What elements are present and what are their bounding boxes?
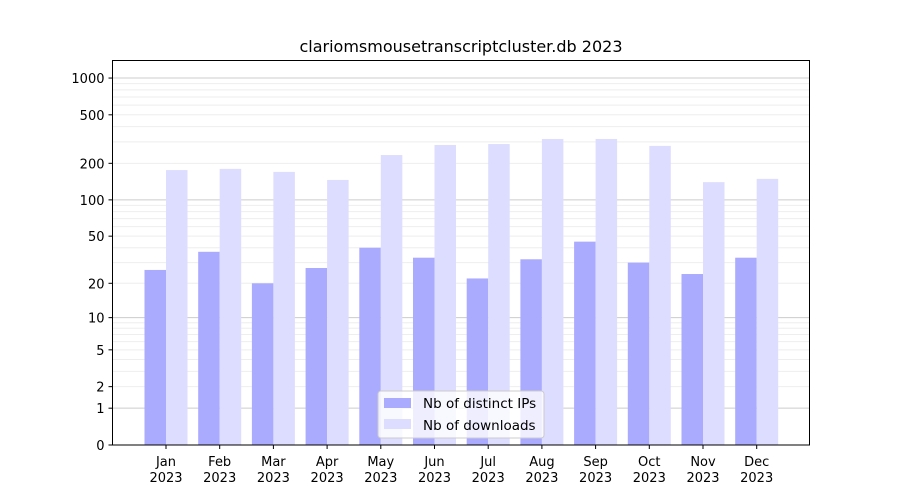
y-axis: 0 1 2 5 10 20 50 100 200 500 1000 xyxy=(71,72,113,454)
bar-downloads xyxy=(327,179,349,446)
bar-distinct-ips xyxy=(359,247,381,445)
x-tick-label: Mar 2023 xyxy=(257,455,290,486)
y-tick-label: 0 xyxy=(96,439,104,454)
bar-distinct-ips xyxy=(574,241,596,445)
x-tick-label: Aug 2023 xyxy=(525,455,558,486)
bar-downloads xyxy=(595,138,618,445)
y-tick-label: 50 xyxy=(88,230,105,245)
x-tick-label: Nov 2023 xyxy=(686,455,719,486)
legend-swatch-ips xyxy=(384,398,411,408)
x-tick-label: Dec 2023 xyxy=(740,455,773,486)
bar-downloads xyxy=(649,145,671,446)
bar-downloads xyxy=(541,138,564,445)
x-axis: Jan 2023 Feb 2023 Mar 2023 Apr 2023 May 2023 Jun 20… xyxy=(149,445,773,486)
chart-title: clariomsmousetranscriptcluster.db 2023 xyxy=(299,37,622,56)
bar-downloads xyxy=(219,168,242,445)
legend-swatch-downloads xyxy=(384,419,411,429)
y-tick-label: 1000 xyxy=(71,72,104,87)
bar-distinct-ips xyxy=(735,257,757,445)
y-tick-label: 100 xyxy=(80,194,105,209)
y-tick-label: 10 xyxy=(88,312,105,327)
bar-distinct-ips xyxy=(198,251,220,445)
y-tick-label: 20 xyxy=(88,277,105,292)
legend: Nb of distinct IPs Nb of downloads xyxy=(377,390,545,439)
bar-distinct-ips xyxy=(144,269,166,445)
bar-downloads xyxy=(380,155,403,445)
y-tick-label: 5 xyxy=(96,344,104,359)
bar-distinct-ips xyxy=(251,283,274,445)
y-tick-label: 200 xyxy=(80,157,105,172)
legend-label-downloads: Nb of downloads xyxy=(423,418,536,434)
legend-box xyxy=(377,390,545,439)
x-tick-label: Jun 2023 xyxy=(418,455,451,486)
x-tick-label: Jan 2023 xyxy=(149,455,182,486)
plot-frame xyxy=(112,60,810,446)
bar-distinct-ips xyxy=(627,262,650,445)
bar-downloads xyxy=(488,144,510,445)
x-tick-label: Feb 2023 xyxy=(203,455,236,486)
x-tick-label: May 2023 xyxy=(364,455,397,486)
bars xyxy=(144,138,779,446)
x-tick-label: Jul 2023 xyxy=(472,455,505,486)
x-tick-label: Oct 2023 xyxy=(633,455,666,486)
bar-downloads xyxy=(166,170,188,445)
bar-distinct-ips xyxy=(305,268,328,445)
x-tick-label: Sep 2023 xyxy=(579,455,612,486)
legend-label-ips: Nb of distinct IPs xyxy=(423,396,536,412)
bar-downloads xyxy=(703,182,725,445)
bar-downloads xyxy=(273,171,295,445)
y-tick-label: 500 xyxy=(80,109,105,124)
y-tick-label: 1 xyxy=(96,402,104,417)
y-tick-label: 2 xyxy=(96,381,104,396)
bar-distinct-ips xyxy=(681,274,703,445)
bar-downloads xyxy=(756,178,779,445)
x-tick-label: Apr 2023 xyxy=(311,455,344,486)
bar-downloads xyxy=(434,144,456,445)
